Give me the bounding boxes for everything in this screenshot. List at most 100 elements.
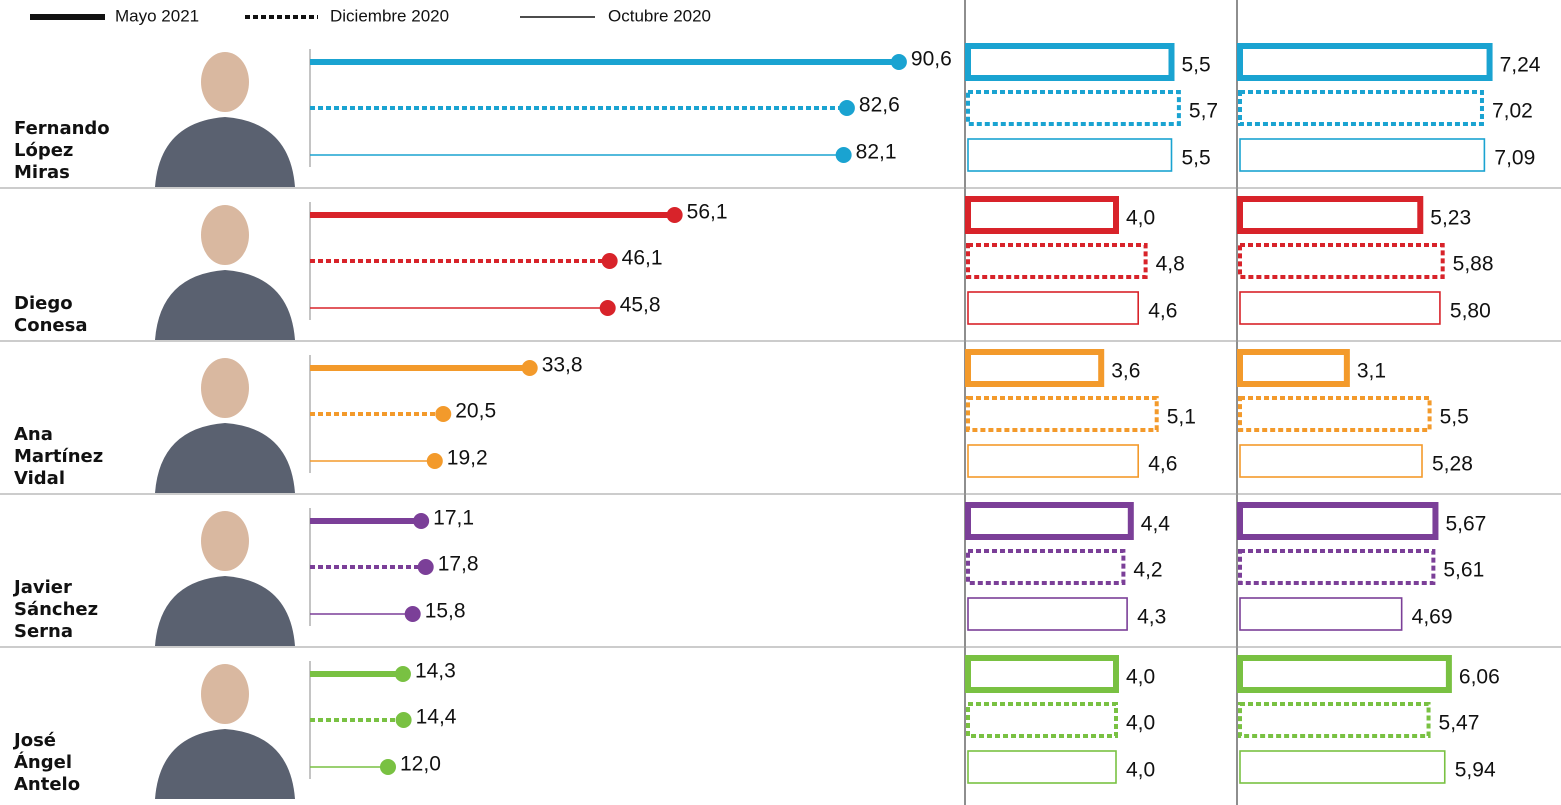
photo-head xyxy=(201,205,249,265)
value-label: 5,5 xyxy=(1182,54,1211,77)
value-label: 56,1 xyxy=(687,201,728,224)
photo-body xyxy=(155,117,295,187)
photo-body xyxy=(155,423,295,493)
value-label: 90,6 xyxy=(911,48,952,71)
value-label: 33,8 xyxy=(542,354,583,377)
person-name: Ángel xyxy=(14,751,72,773)
lollipop-dot xyxy=(426,453,443,469)
value-label: 5,23 xyxy=(1430,207,1471,230)
bar xyxy=(1239,597,1403,631)
lollipop-dot xyxy=(417,559,434,575)
value-label: 7,24 xyxy=(1500,54,1541,77)
value-label: 5,7 xyxy=(1189,100,1218,123)
value-label: 5,47 xyxy=(1439,712,1480,735)
bar xyxy=(965,655,1119,693)
value-label: 4,0 xyxy=(1126,759,1155,782)
bar xyxy=(1237,43,1493,81)
bar xyxy=(1239,291,1441,325)
lollipop-dot xyxy=(404,606,421,622)
bar xyxy=(1237,349,1350,387)
bar xyxy=(966,90,1181,126)
value-label: 82,1 xyxy=(856,141,897,164)
legend-label: Octubre 2020 xyxy=(608,6,711,25)
lollipop-dot xyxy=(666,207,683,223)
value-label: 7,09 xyxy=(1494,147,1535,170)
photo-body xyxy=(155,576,295,646)
bar xyxy=(1237,502,1439,540)
value-label: 7,02 xyxy=(1492,100,1533,123)
value-label: 14,3 xyxy=(415,660,456,683)
value-label: 45,8 xyxy=(620,294,661,317)
bar xyxy=(966,549,1126,585)
value-label: 4,69 xyxy=(1412,606,1453,629)
value-label: 19,2 xyxy=(447,447,488,470)
value-label: 5,80 xyxy=(1450,300,1491,323)
value-label: 4,6 xyxy=(1148,300,1177,323)
value-label: 6,06 xyxy=(1459,666,1500,689)
bar xyxy=(1239,750,1446,784)
person-name: Ana xyxy=(14,424,53,445)
person-name: Antelo xyxy=(14,774,80,795)
photo-head xyxy=(201,511,249,571)
photo-body xyxy=(155,729,295,799)
bar xyxy=(967,750,1117,784)
value-label: 5,94 xyxy=(1455,759,1496,782)
value-label: 17,8 xyxy=(438,553,479,576)
value-label: 4,0 xyxy=(1126,666,1155,689)
legend-label: Mayo 2021 xyxy=(115,6,199,25)
bar xyxy=(1238,243,1445,279)
lollipop-dot xyxy=(435,406,452,422)
person-name: Serna xyxy=(14,621,73,642)
lollipop-dot xyxy=(394,666,411,682)
lollipop-dot xyxy=(521,360,538,376)
person-name: Miras xyxy=(14,162,70,183)
lollipop-dot xyxy=(835,147,852,163)
value-label: 46,1 xyxy=(622,247,663,270)
lollipop-dot xyxy=(601,253,618,269)
person-name: Diego xyxy=(14,293,73,314)
value-label: 4,4 xyxy=(1141,513,1171,536)
bar xyxy=(965,43,1175,81)
value-label: 20,5 xyxy=(455,400,496,423)
person-name: José xyxy=(12,730,56,751)
bar xyxy=(967,444,1139,478)
bar xyxy=(1238,702,1431,738)
value-label: 4,2 xyxy=(1133,559,1162,582)
bar xyxy=(1239,138,1486,172)
value-label: 17,1 xyxy=(433,507,474,530)
bar xyxy=(1237,655,1452,693)
value-label: 4,0 xyxy=(1126,712,1155,735)
value-label: 4,6 xyxy=(1148,453,1177,476)
value-label: 4,3 xyxy=(1137,606,1166,629)
lollipop-dot xyxy=(413,513,430,529)
person-name: Conesa xyxy=(14,315,87,336)
lollipop-dot xyxy=(838,100,855,116)
bar xyxy=(1237,196,1424,234)
lollipop-dot xyxy=(890,54,907,70)
value-label: 5,1 xyxy=(1167,406,1196,429)
value-label: 5,5 xyxy=(1440,406,1469,429)
lollipop-dot xyxy=(599,300,616,316)
bar xyxy=(967,138,1173,172)
value-label: 5,28 xyxy=(1432,453,1473,476)
person-name: Javier xyxy=(12,577,72,598)
bar xyxy=(1238,396,1432,432)
photo-head xyxy=(201,358,249,418)
value-label: 5,5 xyxy=(1182,147,1211,170)
person-name: Sánchez xyxy=(14,599,98,620)
value-label: 82,6 xyxy=(859,94,900,117)
bar xyxy=(1238,90,1484,126)
bar xyxy=(1238,549,1436,585)
value-label: 5,88 xyxy=(1453,253,1494,276)
person-name: Martínez xyxy=(14,446,103,467)
value-label: 5,61 xyxy=(1443,559,1484,582)
bar xyxy=(965,502,1134,540)
person-name: Vidal xyxy=(14,468,65,489)
bar xyxy=(966,396,1159,432)
photo-head xyxy=(201,52,249,112)
value-label: 15,8 xyxy=(425,600,466,623)
photo-body xyxy=(155,270,295,340)
bar xyxy=(966,702,1118,738)
lollipop-dot xyxy=(395,712,412,728)
